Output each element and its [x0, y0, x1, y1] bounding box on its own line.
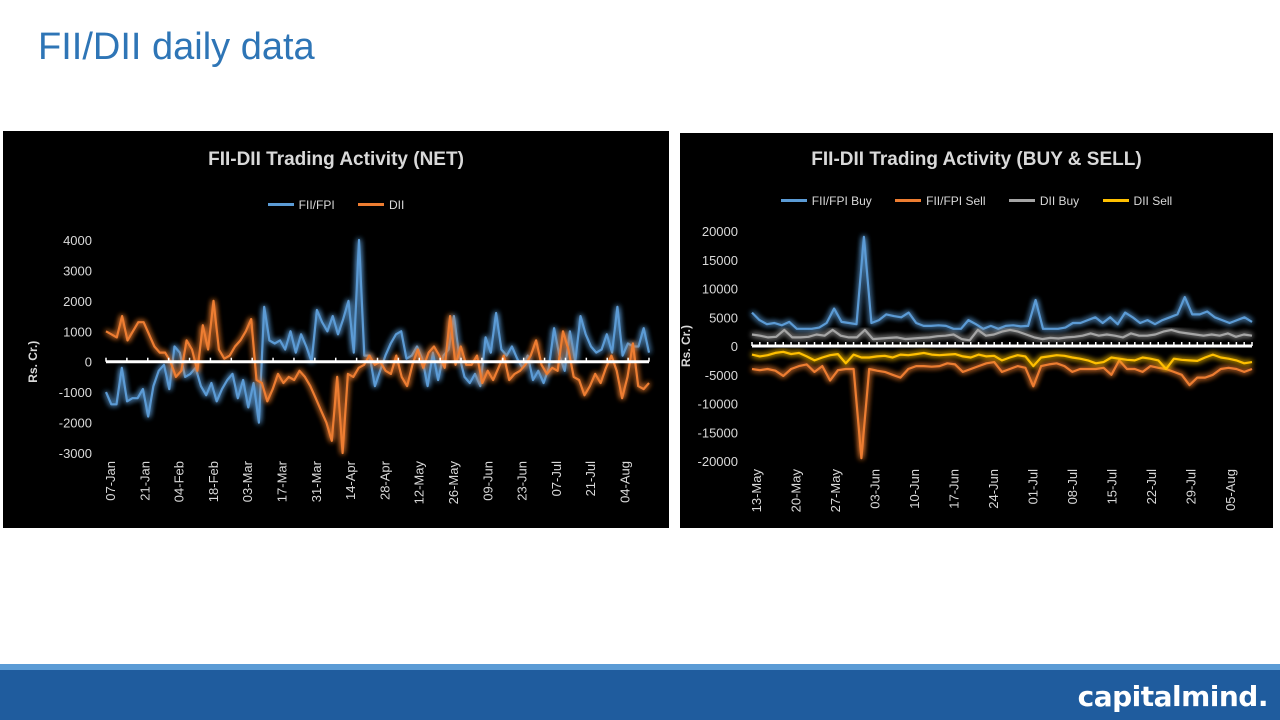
brand-logo: capitalmind.	[1077, 680, 1269, 713]
chart-plot: 4000 3000 2000 1000 0 -1000 -2000 -3000 Rs. Cr.)…	[26, 233, 651, 505]
legend-item-dii: DII	[358, 198, 404, 212]
x-tick-label: 04-Feb	[172, 461, 187, 502]
x-tick-label: 14-Apr	[343, 460, 358, 500]
legend-item-fii-buy: FII/FPI Buy	[780, 193, 872, 208]
x-tick-label: 17-Jun	[947, 469, 962, 509]
y-tick-label: 20000	[702, 224, 738, 239]
x-tick-label: 15-Jul	[1105, 469, 1120, 505]
legend-swatch	[1102, 199, 1129, 202]
y-tick-label: 4000	[63, 233, 92, 248]
x-tick-label: 28-Apr	[377, 460, 392, 500]
x-tick-label: 09-Jun	[480, 461, 495, 501]
x-tick-label: 29-Jul	[1184, 469, 1199, 505]
x-tick-label: 13-May	[749, 469, 764, 513]
x-tick-label: 03-Mar	[240, 460, 255, 502]
legend-label: FII/FPI	[298, 197, 335, 212]
y-tick-label: 5000	[709, 310, 738, 325]
y-tick-label: -3000	[59, 446, 92, 461]
y-tick-label: 1000	[63, 324, 92, 339]
legend-item-dii-sell: DII Sell	[1102, 193, 1173, 208]
x-tick-label: 22-Jul	[1144, 469, 1159, 505]
series-line-fii-fpi-sell	[751, 359, 1253, 460]
legend-label: FII/FPI Sell	[926, 193, 986, 208]
x-tick-label: 04-Aug	[618, 461, 633, 503]
chart-title: FII-DII Trading Activity (NET)	[208, 149, 464, 170]
series-line-dii-buy	[751, 328, 1253, 342]
legend-item-fii-sell: FII/FPI Sell	[895, 194, 985, 208]
x-tick-label: 21-Jan	[137, 461, 152, 501]
chart-legend: FII/FPI DII	[3, 195, 669, 212]
legend-swatch	[267, 203, 294, 206]
legend-label: DII	[389, 197, 405, 212]
x-tick-label: 07-Jul	[549, 461, 564, 497]
legend-item-dii-buy: DII Buy	[1008, 193, 1080, 208]
y-tick-label: 3000	[63, 263, 92, 278]
x-tick-label: 10-Jun	[907, 469, 922, 509]
x-tick-label: 18-Feb	[206, 461, 221, 502]
series-line-dii	[105, 299, 650, 455]
chart-legend: FII/FPI Buy FII/FPI Sell DII Buy DII Sel…	[680, 191, 1273, 208]
series-line-fii-fpi	[104, 238, 651, 424]
series-line-fii-fpi-buy	[751, 235, 1253, 330]
x-tick-label: 08-Jul	[1065, 469, 1080, 505]
series-line-dii-sell	[751, 350, 1253, 371]
legend-swatch	[358, 203, 384, 206]
buy-sell-chart: FII-DII Trading Activity (BUY & SELL) FI…	[680, 133, 1273, 528]
x-tick-label: 05-Aug	[1223, 469, 1238, 511]
chart-title: FII-DII Trading Activity (BUY & SELL)	[811, 149, 1142, 170]
y-tick-label: 0	[731, 339, 738, 354]
x-tick-label: 21-Jul	[583, 461, 598, 497]
net-activity-chart: FII-DII Trading Activity (NET) FII/FPI D…	[3, 131, 669, 528]
legend-label: DII Buy	[1039, 193, 1080, 208]
y-tick-label: 2000	[63, 294, 92, 309]
y-tick-label: -10000	[698, 397, 738, 412]
x-tick-label: 24-Jun	[986, 469, 1001, 509]
x-tick-label: 27-May	[828, 469, 843, 513]
y-tick-label: 10000	[702, 282, 738, 297]
x-tick-label: 03-Jun	[868, 469, 883, 509]
footer-bar: capitalmind.	[0, 664, 1280, 720]
slide-title: FII/DII daily data	[38, 26, 315, 68]
legend-swatch	[1008, 199, 1035, 202]
y-tick-label: -15000	[698, 425, 738, 440]
x-tick-label: 01-Jul	[1026, 469, 1041, 505]
legend-item-fii: FII/FPI	[267, 197, 335, 212]
y-tick-label: 0	[85, 355, 92, 370]
y-tick-label: -5000	[705, 368, 738, 383]
legend-swatch	[780, 199, 807, 202]
y-tick-label: 15000	[702, 253, 738, 268]
y-axis-label: Rs. Cr.)	[26, 341, 40, 383]
y-axis-label: Rs. Cr.)	[680, 325, 693, 367]
x-tick-label: 20-May	[789, 469, 804, 513]
legend-swatch	[895, 199, 922, 202]
y-tick-label: -2000	[59, 416, 92, 431]
x-tick-label: 17-Mar	[275, 460, 290, 502]
x-tick-label: 07-Jan	[103, 461, 118, 501]
x-tick-label: 26-May	[446, 461, 461, 505]
legend-label: DII Sell	[1133, 193, 1173, 208]
y-tick-label: -1000	[59, 385, 92, 400]
chart-plot: 20000 15000 10000 5000 0 -5000 -10000 -15000 -20…	[680, 224, 1253, 513]
y-tick-label: -20000	[698, 454, 738, 469]
legend-label: FII/FPI Buy	[811, 193, 872, 208]
x-tick-label: 23-Jun	[515, 461, 530, 501]
x-tick-label: 12-May	[412, 461, 427, 505]
x-tick-label: 31-Mar	[309, 460, 324, 502]
